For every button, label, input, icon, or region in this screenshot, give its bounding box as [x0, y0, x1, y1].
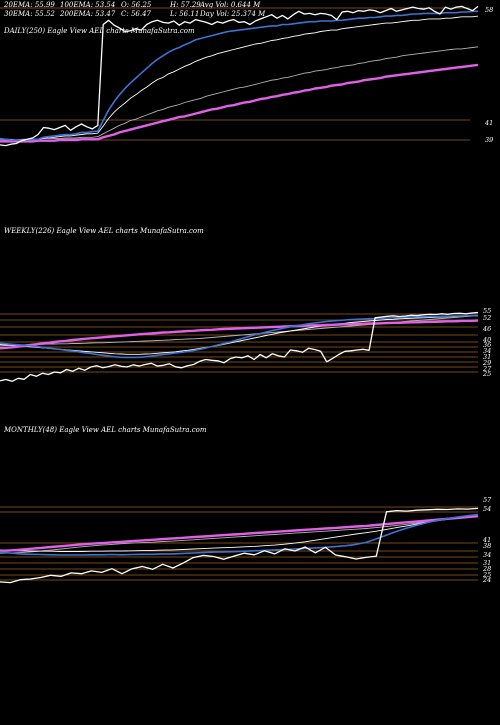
monthly-ema100-line [0, 514, 479, 554]
monthly-ema30-line [0, 514, 479, 552]
weekly-right-label-9: 27 [482, 365, 492, 373]
monthly-right-label-4: 38 [483, 542, 491, 550]
daily-right-label-1: 58 [485, 6, 493, 14]
header-close: C: 56.47 [121, 10, 152, 18]
weekly-right-label-7: 31 [483, 353, 491, 361]
header-avg-vol: Avg Vol: 0.644 M [199, 1, 261, 9]
daily-chart: 58 41 39 [0, 5, 493, 147]
daily-ema200-line [0, 63, 479, 143]
weekly-right-label-1: 55 [483, 307, 491, 315]
header-indicators: 20EMA: 55.99 100EMA: 53.54 O: 56.25 H: 5… [3, 1, 266, 18]
daily-right-label-3: 39 [485, 136, 493, 144]
monthly-right-label-7: 28 [482, 565, 491, 573]
header-ema200: 200EMA: 53.47 [59, 10, 116, 18]
daily-price-line [0, 5, 479, 147]
monthly-right-label-2: 54 [483, 505, 491, 513]
weekly-right-label-2: 52 [483, 314, 491, 322]
weekly-chart-title: WEEKLY(226) Eagle View AEL charts Munafa… [4, 227, 204, 235]
header-open: O: 56.25 [121, 1, 152, 9]
weekly-right-label-3: 46 [482, 325, 491, 333]
weekly-right-label-8: 29 [482, 359, 491, 367]
weekly-ema20-line [0, 314, 479, 359]
header-ema30: 30EMA: 55.52 [4, 10, 55, 18]
weekly-right-label-5: 36 [483, 341, 491, 349]
weekly-right-label-10: 25 [482, 370, 491, 378]
monthly-right-label-8: 25 [482, 571, 491, 579]
header-low: L: 56.11 [169, 10, 199, 18]
monthly-right-label-5: 34 [483, 551, 491, 559]
monthly-price-line [0, 507, 479, 584]
monthly-right-label-1: 57 [483, 496, 492, 504]
daily-right-label-2: 41 [484, 119, 493, 127]
daily-ema30-line [0, 15, 479, 141]
monthly-right-label-3: 41 [482, 536, 491, 544]
monthly-right-label-6: 31 [483, 559, 491, 567]
header-ema20: 20EMA: 55.99 [3, 1, 55, 9]
daily-ema20-line [0, 10, 478, 141]
chart-panels: 5841395552464036343129272557544138343128… [0, 5, 493, 584]
monthly-right-label-9: 24 [482, 576, 491, 584]
monthly-chart-title: MONTHLY(48) Eagle View AEL charts Munafa… [3, 426, 207, 434]
header-day-vol: Day Vol: 25.374 M [199, 10, 266, 18]
monthly-ema20-line [0, 513, 479, 556]
weekly-price-line [0, 311, 479, 382]
weekly-ema30-line [0, 315, 479, 355]
daily-chart-title: DAILY(250) Eagle View AEL charts MunafaS… [3, 27, 195, 35]
weekly-right-label-4: 40 [482, 336, 491, 344]
header-high: H: 57.29 [169, 1, 201, 9]
daily-ema100-line [0, 46, 479, 141]
monthly-ema200-line [0, 515, 479, 553]
weekly-right-label-6: 34 [483, 347, 491, 355]
header-ema100: 100EMA: 53.54 [60, 1, 115, 9]
weekly-ema200-line [0, 319, 479, 350]
